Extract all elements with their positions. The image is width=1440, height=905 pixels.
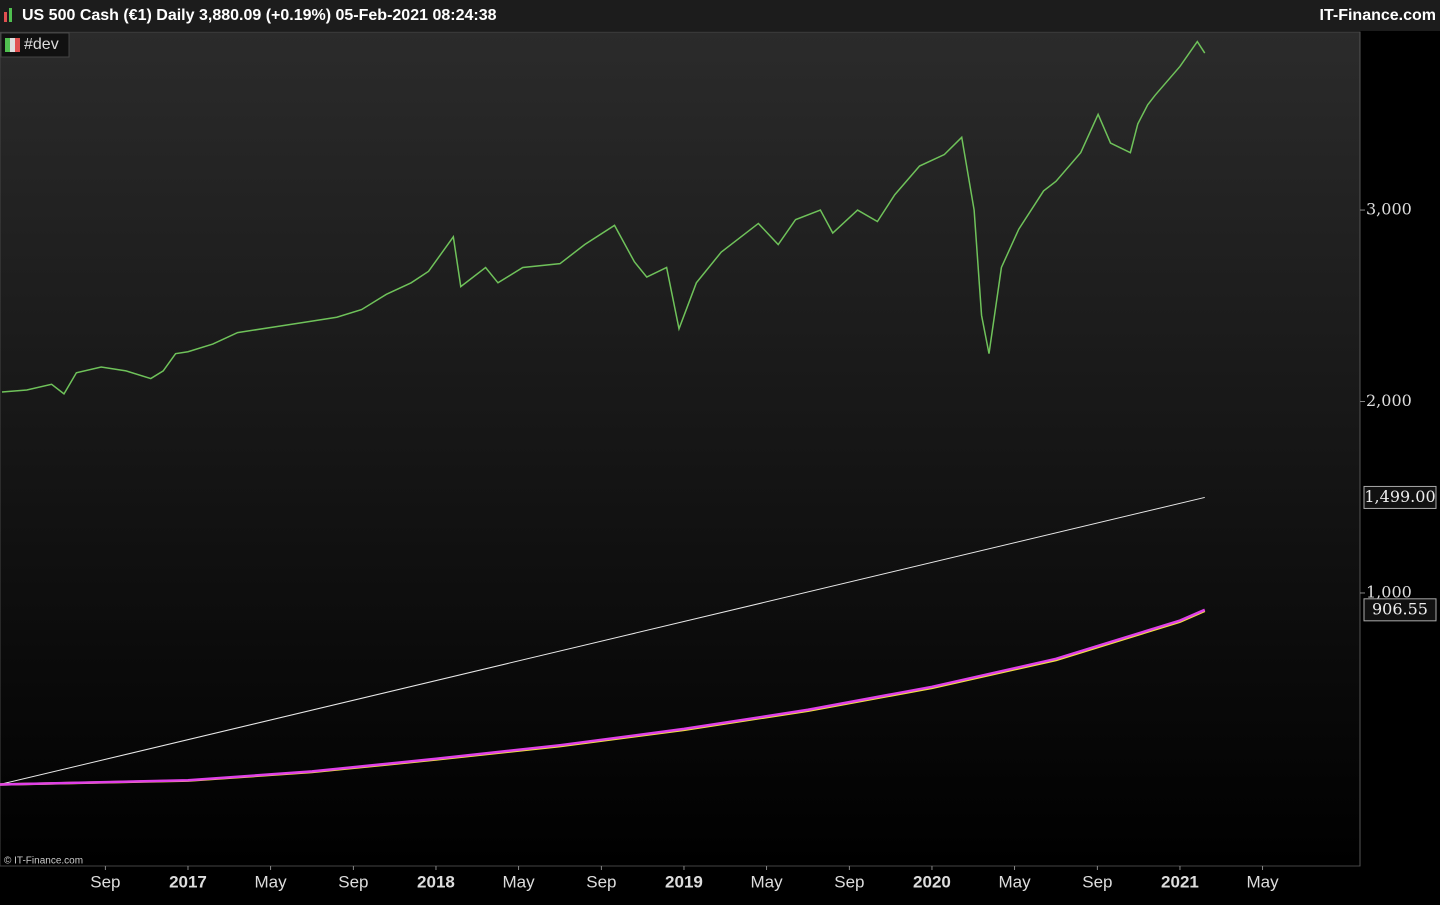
icon xyxy=(10,38,15,52)
last-value-label: 906.55 xyxy=(1372,599,1428,618)
brand: IT-Finance.com xyxy=(1320,7,1436,24)
last-value-box xyxy=(1363,485,1437,509)
x-tick-label: 2018 xyxy=(417,872,455,891)
indicator-tag: #dev xyxy=(24,36,59,53)
series-line xyxy=(0,496,1205,785)
x-tick-label: Sep xyxy=(834,872,864,891)
x-tick-label: May xyxy=(1246,872,1279,891)
x-tick-label: Sep xyxy=(338,872,368,891)
icon xyxy=(4,12,7,22)
icon xyxy=(9,8,12,22)
icon xyxy=(15,38,20,52)
x-tick-label: May xyxy=(254,872,287,891)
header-bar xyxy=(0,0,1440,31)
x-tick-label: 2021 xyxy=(1161,872,1199,891)
plot-area xyxy=(0,31,1361,867)
y-tick-label: 3,000 xyxy=(1366,200,1412,219)
x-tick-label: 2020 xyxy=(913,872,951,891)
last-value-label: 1,499.00 xyxy=(1364,487,1435,506)
title: US 500 Cash (€1) Daily 3,880.09 (+0.19%)… xyxy=(22,7,497,24)
series-line xyxy=(1,40,1206,395)
series-line xyxy=(0,608,1206,786)
x-tick-label: Sep xyxy=(1082,872,1112,891)
copyright: © IT-Finance.com xyxy=(4,856,83,867)
x-tick-label: 2019 xyxy=(665,872,703,891)
last-value-box xyxy=(1363,598,1437,622)
x-tick-label: May xyxy=(502,872,535,891)
x-tick-label: May xyxy=(750,872,783,891)
x-tick-label: May xyxy=(998,872,1031,891)
icon xyxy=(5,38,10,52)
y-tick-label: 2,000 xyxy=(1366,391,1412,410)
y-tick-label: 1,000 xyxy=(1366,582,1412,601)
x-tick-label: Sep xyxy=(586,872,616,891)
x-tick-label: 2017 xyxy=(169,872,207,891)
x-tick-label: Sep xyxy=(90,872,120,891)
